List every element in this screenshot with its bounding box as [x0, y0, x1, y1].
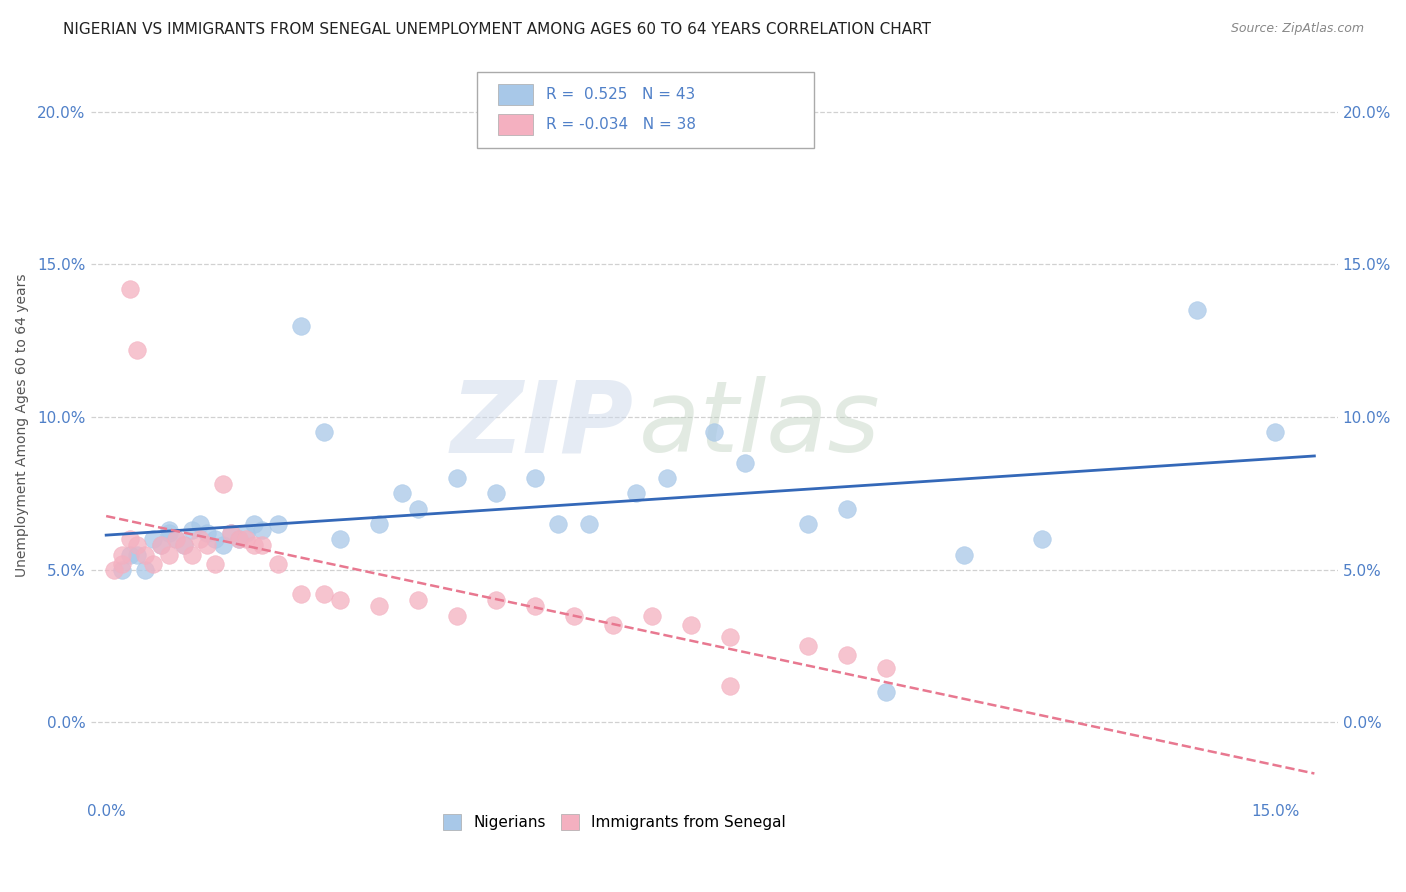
Point — [250, 538, 273, 552]
Point — [266, 557, 288, 571]
Point — [134, 563, 156, 577]
Point — [142, 557, 165, 571]
Point — [235, 533, 257, 547]
Point — [165, 533, 187, 547]
Point — [718, 630, 741, 644]
Point — [228, 533, 250, 547]
Point — [250, 523, 273, 537]
Point — [368, 516, 391, 531]
Point — [602, 617, 624, 632]
Text: ZIP: ZIP — [450, 376, 633, 474]
Point — [127, 343, 149, 357]
Point — [578, 516, 600, 531]
Point — [875, 660, 897, 674]
Point — [149, 538, 172, 552]
Point — [173, 538, 195, 552]
Point — [118, 282, 141, 296]
Point — [314, 425, 336, 440]
Point — [1264, 425, 1286, 440]
Point — [173, 538, 195, 552]
Point — [391, 486, 413, 500]
Point — [835, 501, 858, 516]
Point — [562, 608, 585, 623]
Point — [188, 533, 211, 547]
Point — [796, 639, 818, 653]
Point — [118, 548, 141, 562]
Point — [157, 523, 180, 537]
Point — [149, 538, 172, 552]
Point — [118, 533, 141, 547]
Point — [406, 593, 429, 607]
Point — [368, 599, 391, 614]
Point — [875, 685, 897, 699]
Point — [1031, 533, 1053, 547]
Point — [329, 593, 352, 607]
Point — [657, 471, 679, 485]
Point — [111, 563, 134, 577]
Text: R =  0.525   N = 43: R = 0.525 N = 43 — [546, 87, 695, 103]
Point — [835, 648, 858, 663]
Point — [329, 533, 352, 547]
Point — [626, 486, 648, 500]
Point — [204, 557, 226, 571]
Text: Source: ZipAtlas.com: Source: ZipAtlas.com — [1230, 22, 1364, 36]
Point — [165, 533, 187, 547]
Point — [314, 587, 336, 601]
Point — [446, 608, 468, 623]
Point — [142, 533, 165, 547]
Point — [243, 516, 266, 531]
Point — [228, 533, 250, 547]
Point — [157, 526, 180, 541]
Point — [703, 425, 725, 440]
FancyBboxPatch shape — [498, 85, 533, 105]
Point — [290, 318, 312, 333]
Y-axis label: Unemployment Among Ages 60 to 64 years: Unemployment Among Ages 60 to 64 years — [15, 273, 30, 576]
Point — [212, 477, 235, 491]
Point — [485, 486, 508, 500]
Point — [523, 599, 546, 614]
Point — [219, 526, 242, 541]
Point — [679, 617, 702, 632]
Point — [219, 526, 242, 541]
Point — [111, 548, 134, 562]
Point — [1187, 303, 1209, 318]
Point — [180, 548, 202, 562]
Point — [103, 563, 125, 577]
Point — [212, 538, 235, 552]
Point — [718, 679, 741, 693]
Point — [523, 471, 546, 485]
Point — [547, 516, 569, 531]
Point — [952, 548, 974, 562]
Point — [243, 538, 266, 552]
Point — [134, 548, 156, 562]
Text: R = -0.034   N = 38: R = -0.034 N = 38 — [546, 117, 696, 132]
Point — [204, 533, 226, 547]
Point — [235, 526, 257, 541]
Legend: Nigerians, Immigrants from Senegal: Nigerians, Immigrants from Senegal — [436, 808, 793, 836]
Point — [197, 538, 219, 552]
Point — [290, 587, 312, 601]
Point — [111, 557, 134, 571]
FancyBboxPatch shape — [477, 71, 814, 148]
Point — [180, 523, 202, 537]
Point — [127, 548, 149, 562]
Text: NIGERIAN VS IMMIGRANTS FROM SENEGAL UNEMPLOYMENT AMONG AGES 60 TO 64 YEARS CORRE: NIGERIAN VS IMMIGRANTS FROM SENEGAL UNEM… — [63, 22, 931, 37]
Text: atlas: atlas — [640, 376, 882, 474]
Point — [796, 516, 818, 531]
Point — [641, 608, 664, 623]
Point — [127, 538, 149, 552]
Point — [188, 516, 211, 531]
Point — [734, 456, 756, 470]
Point — [266, 516, 288, 531]
Point — [157, 548, 180, 562]
Point — [446, 471, 468, 485]
Point — [406, 501, 429, 516]
Point — [485, 593, 508, 607]
Point — [197, 526, 219, 541]
FancyBboxPatch shape — [498, 114, 533, 136]
